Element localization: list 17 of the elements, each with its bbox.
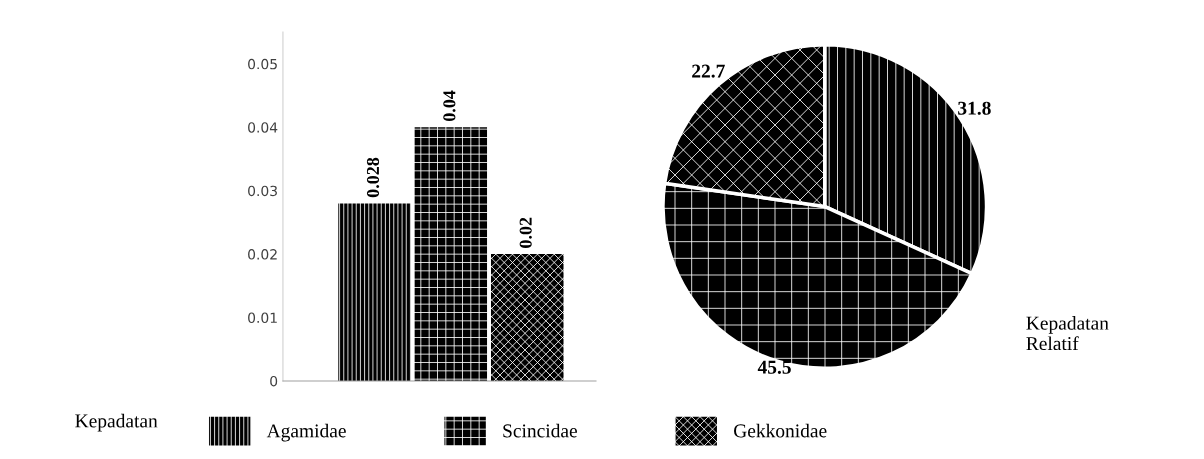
data-label: 0.028 (366, 157, 380, 198)
data-label: 31.8 (958, 101, 991, 115)
y-tick-label: 0 (270, 375, 278, 387)
legend-label: Gekkonidae (734, 423, 827, 438)
legend-label: Agamidae (266, 423, 346, 442)
y-tick-label: 0.01 (248, 312, 277, 324)
text: Kepadatan (75, 413, 158, 432)
legend-label: Scincidae (503, 423, 577, 438)
data-label: 22.7 (692, 64, 725, 78)
y-tick-label: 0.02 (248, 249, 277, 260)
data-label: 0.04 (443, 90, 456, 122)
y-tick-label: 0.04 (248, 122, 278, 133)
y-tick-label: 0.05 (248, 58, 277, 70)
data-label: 45.5 (757, 360, 791, 374)
text: Kepadatan Relatif (1026, 316, 1109, 351)
data-label: 0.02 (519, 217, 532, 248)
y-tick-label: 0.03 (248, 185, 277, 197)
